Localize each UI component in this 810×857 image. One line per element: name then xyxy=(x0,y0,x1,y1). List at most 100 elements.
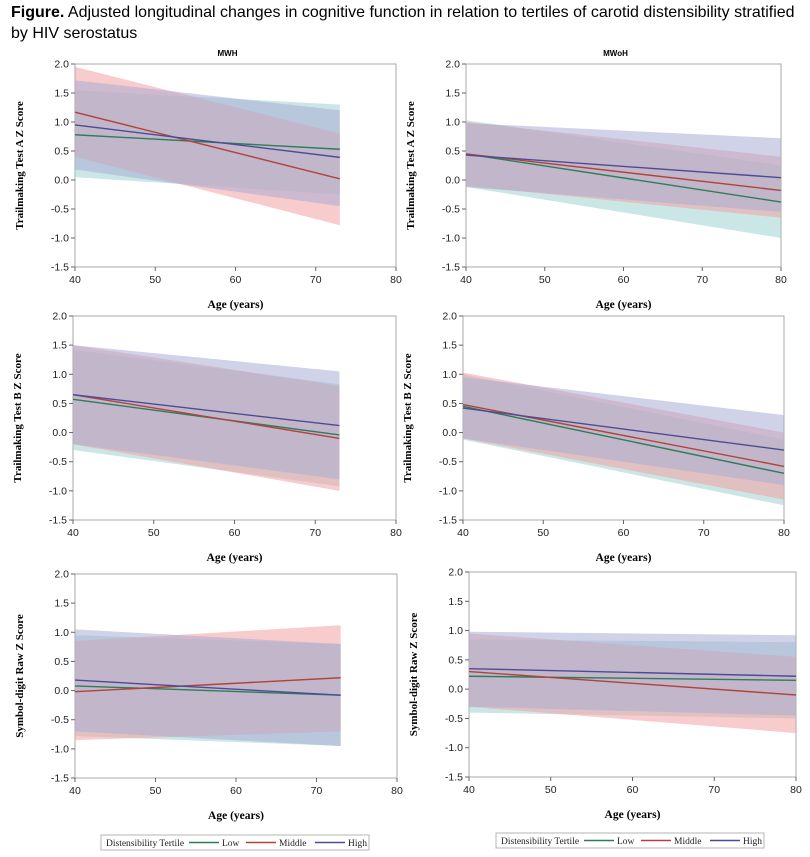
x-tick-label: 60 xyxy=(618,274,630,286)
series-line-low xyxy=(74,685,341,696)
plot-S-MWH: -1.5 -1.0 -0.5 0.0 0.5 1.0 1.5 2.0 40 50 60 70 80 Age… xyxy=(14,569,403,823)
ci-band-high xyxy=(73,345,340,480)
y-tick-label: -1.5 xyxy=(49,515,67,527)
x-axis-label: Age (years) xyxy=(207,552,263,564)
x-tick-label: 50 xyxy=(539,274,551,286)
legend-box xyxy=(100,834,370,851)
plot-A-MWH: -1.5 -1.0 -0.5 0.0 0.5 1.0 1.5 2.0 40 50 60 70 80 Age… xyxy=(14,49,402,311)
series-line-low xyxy=(465,153,782,203)
x-tick-label: 40 xyxy=(67,527,79,539)
ci-band-high xyxy=(75,80,340,207)
x-tick-label: 70 xyxy=(708,784,720,796)
y-tick-label: 2.0 xyxy=(442,311,457,323)
series-line-middle xyxy=(465,153,782,192)
y-tick-label: -1.0 xyxy=(49,485,67,497)
y-tick-label: 1.0 xyxy=(54,627,69,639)
x-axis-label: Age (years) xyxy=(605,809,661,821)
y-axis-label: Trailmaking Test A Z Score xyxy=(14,101,26,230)
y-tick-label: 1.0 xyxy=(54,117,69,129)
y-tick-label: -0.5 xyxy=(442,204,460,216)
y-tick-label: -1.0 xyxy=(439,485,457,497)
series-line-low xyxy=(468,675,797,682)
y-tick-label: 2.0 xyxy=(54,569,69,581)
y-tick-label: 0.0 xyxy=(445,175,460,187)
y-tick-label: 0.5 xyxy=(448,654,463,666)
y-tick-label: 2.0 xyxy=(54,59,69,71)
y-tick-label: 1.5 xyxy=(445,88,460,100)
x-tick-label: 40 xyxy=(69,274,81,286)
legend-title: Distensibility Tertile xyxy=(106,839,184,849)
x-tick-label: 40 xyxy=(69,785,81,797)
y-tick-label: 0.0 xyxy=(54,175,69,187)
y-axis-label: Symbol-digit Raw Z Score xyxy=(408,613,420,737)
x-axis-label: Age (years) xyxy=(596,299,652,311)
x-tick-label: 80 xyxy=(391,785,403,797)
figure-caption: Figure. Adjusted longitudinal changes in… xyxy=(11,2,806,44)
x-tick-label: 70 xyxy=(698,527,710,539)
y-tick-label: -1.5 xyxy=(51,262,69,274)
y-tick-label: 1.5 xyxy=(52,340,67,352)
plot-B-MWH: -1.5 -1.0 -0.5 0.0 0.5 1.0 1.5 2.0 40 50 60 70 80 Age… xyxy=(12,311,402,565)
series-line-high xyxy=(74,124,340,159)
series-line-middle xyxy=(72,393,340,440)
y-tick-label: 1.0 xyxy=(442,369,457,381)
x-tick-label: 50 xyxy=(150,785,162,797)
y-axis-label: Trailmaking Test B Z Score xyxy=(12,353,24,482)
x-tick-label: 80 xyxy=(390,527,402,539)
legend-label-middle: Middle xyxy=(674,837,701,847)
series-line-low xyxy=(74,134,340,150)
ci-band-high xyxy=(463,377,784,486)
legend-label-middle: Middle xyxy=(279,839,306,849)
x-tick-label: 50 xyxy=(545,784,557,796)
series-line-high xyxy=(462,407,785,451)
series-line-low xyxy=(462,405,785,475)
y-tick-label: 1.0 xyxy=(52,369,67,381)
y-tick-label: 0.5 xyxy=(54,146,69,158)
legend-label-low: Low xyxy=(222,839,240,849)
y-axis-label: Trailmaking Test A Z Score xyxy=(405,101,417,230)
y-tick-label: -0.5 xyxy=(51,714,69,726)
x-tick-label: 50 xyxy=(148,527,160,539)
x-tick-label: 60 xyxy=(618,527,630,539)
caption-text: Adjusted longitudinal changes in cogniti… xyxy=(11,4,795,42)
y-tick-label: -0.5 xyxy=(439,456,457,468)
x-tick-label: 70 xyxy=(696,274,708,286)
x-tick-label: 70 xyxy=(310,274,322,286)
x-tick-label: 80 xyxy=(390,274,402,286)
y-tick-label: 1.0 xyxy=(445,117,460,129)
y-tick-label: -1.5 xyxy=(442,262,460,274)
y-tick-label: 0.5 xyxy=(442,398,457,410)
x-axis-label: Age (years) xyxy=(208,299,264,311)
y-tick-label: 0.5 xyxy=(54,656,69,668)
panel-title: MWoH xyxy=(603,49,628,58)
x-tick-label: 40 xyxy=(463,784,475,796)
series-line-middle xyxy=(74,677,341,693)
y-tick-label: 2.0 xyxy=(52,311,67,323)
x-tick-label: 50 xyxy=(537,527,549,539)
panel-title: MWH xyxy=(218,49,238,58)
y-tick-label: -1.0 xyxy=(442,233,460,245)
y-tick-label: -1.5 xyxy=(51,773,69,785)
x-tick-label: 60 xyxy=(230,274,242,286)
legend-title: Distensibility Tertile xyxy=(501,837,579,847)
y-tick-label: -1.0 xyxy=(445,742,463,754)
x-tick-label: 40 xyxy=(460,274,472,286)
y-tick-label: -1.5 xyxy=(439,515,457,527)
y-tick-label: -1.0 xyxy=(51,233,69,245)
series-line-high xyxy=(465,154,782,179)
legend-label-high: High xyxy=(348,839,367,849)
y-tick-label: 0.5 xyxy=(52,398,67,410)
x-tick-label: 60 xyxy=(627,784,639,796)
y-tick-label: -0.5 xyxy=(445,713,463,725)
y-tick-label: 1.0 xyxy=(448,625,463,637)
x-tick-label: 40 xyxy=(457,527,469,539)
x-axis-label: Age (years) xyxy=(208,810,264,822)
series-line-high xyxy=(74,679,341,696)
y-tick-label: 0.0 xyxy=(448,684,463,696)
x-axis-label: Age (years) xyxy=(596,552,652,564)
y-tick-label: 1.5 xyxy=(442,340,457,352)
plot-S-MWoH: -1.5 -1.0 -0.5 0.0 0.5 1.0 1.5 2.0 40 50 60 70 80 Age… xyxy=(408,567,802,822)
legend-box xyxy=(495,832,765,849)
y-tick-label: 0.0 xyxy=(54,685,69,697)
